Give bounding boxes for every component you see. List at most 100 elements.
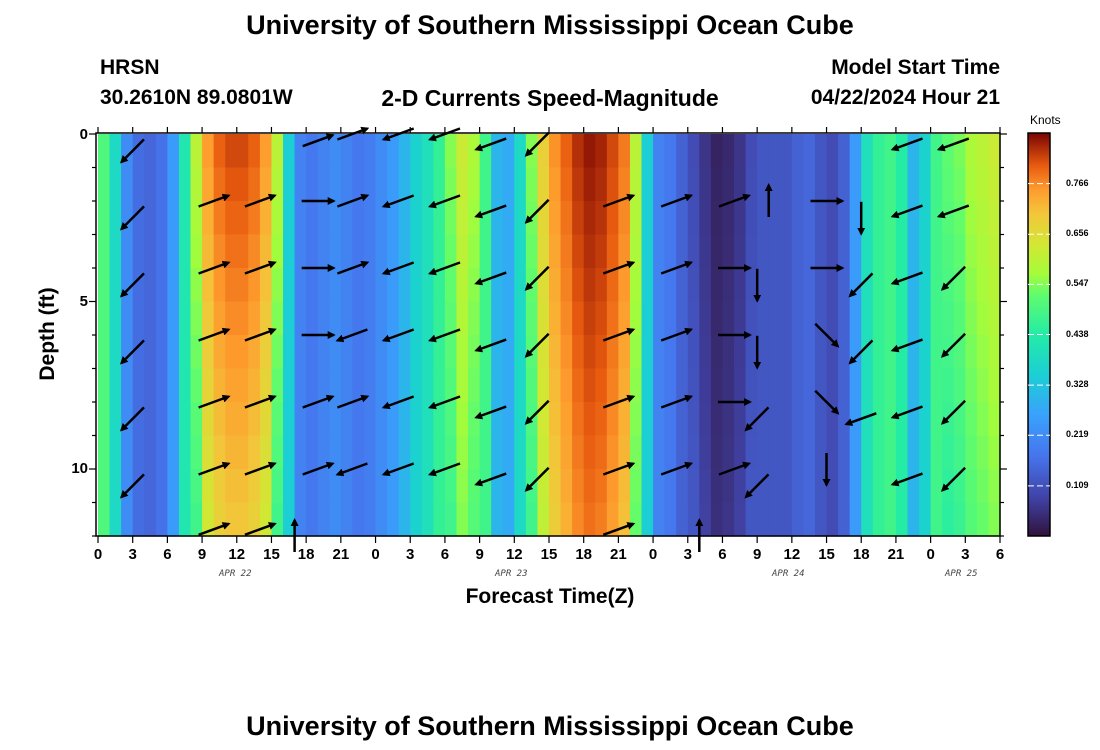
heatmap-cell [595,301,608,336]
heatmap-cell [479,268,492,303]
heatmap-cell [803,368,816,403]
heatmap-cell [514,402,527,437]
heatmap-cell [965,201,978,236]
heatmap-cell [352,167,365,202]
date-label: APR 25 [945,569,978,579]
heatmap-cell [525,301,539,336]
heatmap-cell [329,201,342,236]
heatmap-cell [572,301,585,336]
heatmap-cell [259,435,273,470]
heatmap-cell [942,201,955,236]
heatmap-cell [629,502,643,537]
heatmap-cell [791,402,805,437]
heatmap-cell [976,268,990,303]
heatmap-cell [606,469,619,504]
heatmap-cell [144,234,157,269]
heatmap-cell [387,201,400,236]
heatmap-cell [468,134,481,169]
heatmap-cell [213,167,226,202]
heatmap-cell [248,201,261,236]
heatmap-cell [121,368,134,403]
heatmap-cell [872,234,885,269]
heatmap-cell [329,402,342,437]
heatmap-cell [283,134,296,169]
heatmap-cell [942,167,955,202]
heatmap-cell [109,301,122,336]
heatmap-cell [595,435,608,470]
heatmap-cell [98,402,111,437]
heatmap-cell [294,134,307,169]
heatmap-cell [294,335,307,370]
heatmap-cell [976,167,990,202]
heatmap-cell [664,268,677,303]
heatmap-cell [433,301,446,336]
heatmap-cell [768,201,781,236]
heatmap-cell [375,502,388,537]
heatmap-cell [942,301,955,336]
heatmap-cell [653,502,666,537]
heatmap-cell [653,402,666,437]
heatmap-cell [213,469,226,504]
current-vector [198,522,231,536]
current-vector [244,394,277,409]
current-vector [336,193,370,208]
heatmap-cell [410,368,423,403]
heatmap-cell [988,234,1001,269]
heatmap-cell [687,435,700,470]
heatmap-cell [109,167,122,202]
heatmap-cell [884,502,897,537]
heatmap-cell [676,167,689,202]
colorbar-tick-label: 0.219 [1066,429,1089,440]
heatmap-cell [248,502,261,537]
heatmap-cell [213,268,226,303]
heatmap-cell [976,335,990,370]
heatmap-cell [387,234,400,269]
heatmap-cell [283,201,296,236]
current-vector [940,466,966,492]
heatmap-cell [606,268,619,303]
x-tick-label: 9 [475,546,484,563]
heatmap-cell [664,368,677,403]
heatmap-cell [745,201,758,236]
heatmap-cell [872,435,885,470]
x-tick-label: 0 [648,546,658,563]
heatmap-cell [560,368,573,403]
heatmap-cell [814,167,828,202]
heatmap-cell [525,368,539,403]
current-vector [198,461,231,476]
y-tick-label: 10 [71,460,88,477]
heatmap-cell [919,134,932,169]
current-vector [198,193,231,208]
current-vector [524,332,550,358]
heatmap-cell [710,469,724,504]
current-vector [119,272,145,298]
heatmap-cell [976,134,990,169]
heatmap-cell [722,268,735,303]
heatmap-cell [583,335,596,370]
heatmap-cell [468,402,481,437]
date-label: APR 24 [772,569,805,579]
heatmap-cell [861,469,874,504]
heatmap-cell [236,301,249,336]
heatmap-cell [167,469,180,504]
heatmap-cell [167,335,180,370]
current-vector [602,260,636,275]
heatmap-cell [167,268,180,303]
heatmap-cell [895,201,909,236]
heatmap-cell [225,201,238,236]
heatmap-cell [121,502,134,537]
heatmap-cell [826,201,839,236]
heatmap-cell [757,368,770,403]
heatmap-cell [306,134,319,169]
heatmap-cell [444,134,458,169]
heatmap-cell [398,368,411,403]
x-tick-label: 0 [371,546,380,563]
heatmap-cell [803,167,816,202]
heatmap-cell [572,201,585,236]
date-label: APR 23 [495,569,528,579]
heatmap-cell [502,268,515,303]
heatmap-cell [641,201,654,236]
heatmap-cell [988,502,1001,537]
heatmap-cell [225,268,238,303]
heatmap-cell [340,435,354,470]
